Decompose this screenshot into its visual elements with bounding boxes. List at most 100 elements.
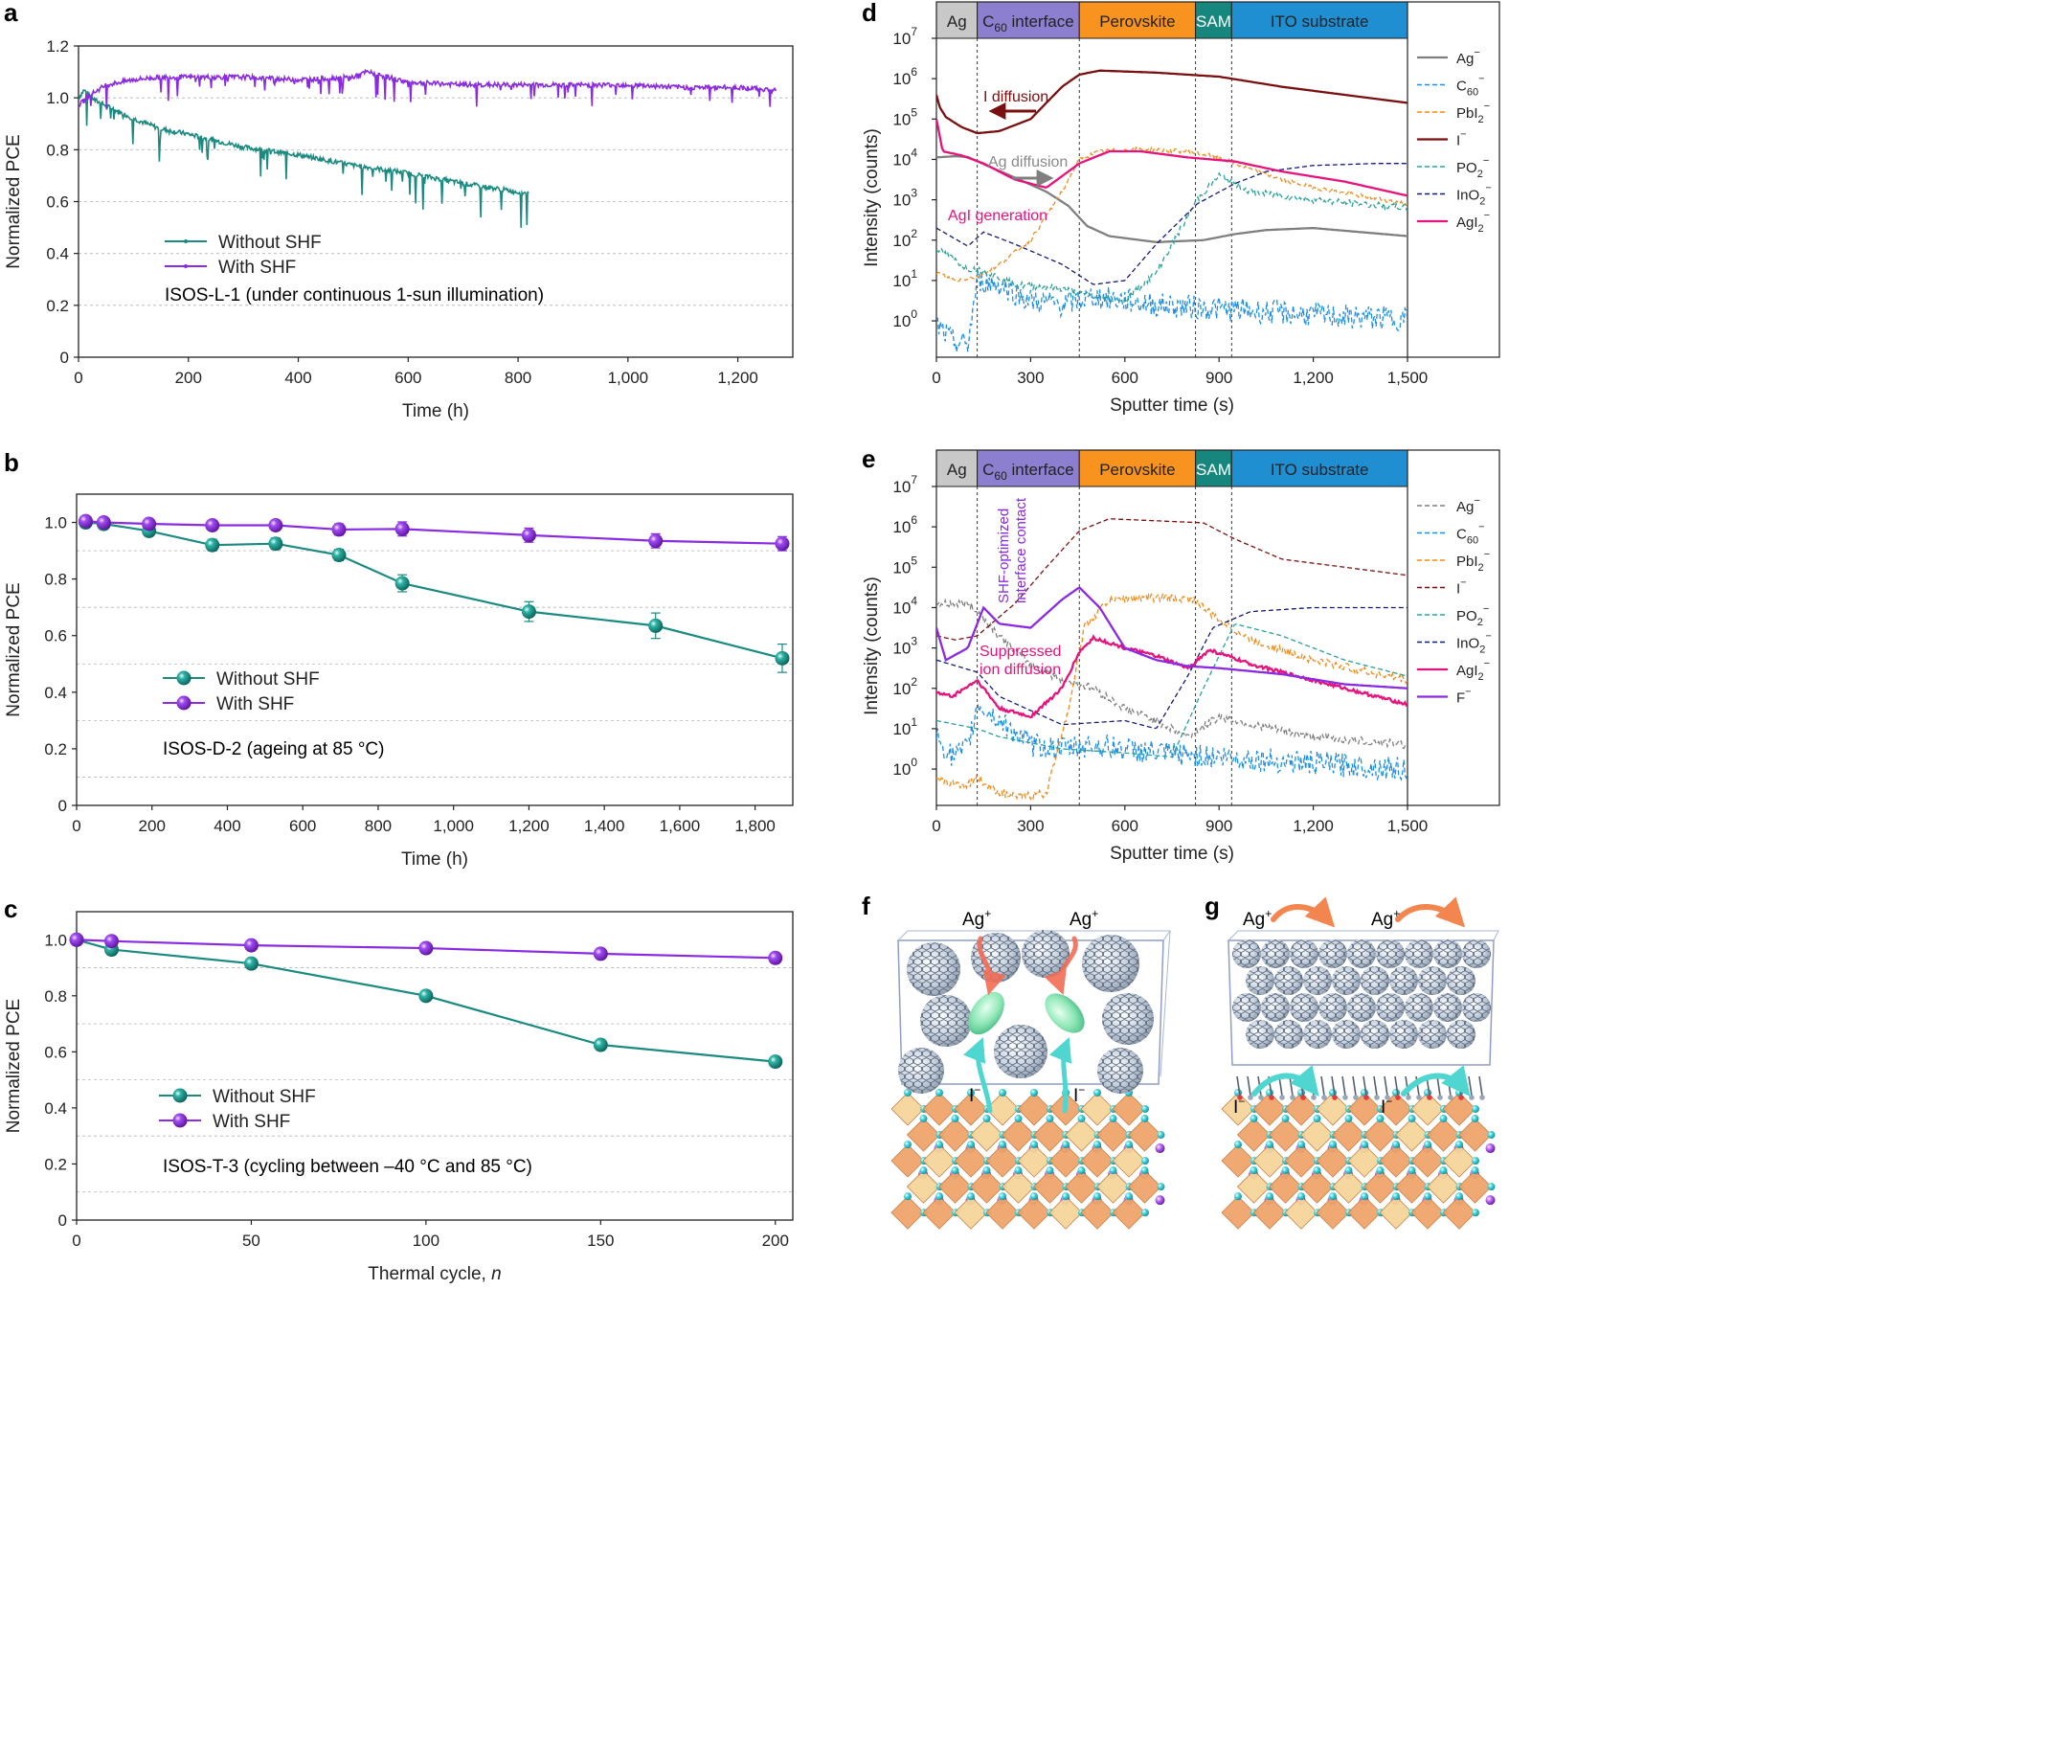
- legend-label: With SHF: [213, 1112, 290, 1132]
- legend-label: AgI2−: [1456, 658, 1490, 683]
- legend-label-main: InO: [1456, 636, 1479, 652]
- octahedron: [906, 1118, 941, 1152]
- c60-molecule-mesh: [1318, 939, 1347, 968]
- halide-atom: [1361, 1192, 1368, 1201]
- layer-label: C60 interface: [982, 461, 1074, 483]
- shf-atom: [1385, 1095, 1390, 1100]
- panel-label-b: b: [4, 448, 19, 477]
- octahedron: [1268, 1169, 1303, 1204]
- halide-atom: [1125, 1141, 1133, 1149]
- halide-atom: [1471, 1166, 1479, 1175]
- octahedron: [1426, 1169, 1461, 1204]
- data-point: [775, 650, 790, 666]
- octahedron: [1284, 1092, 1318, 1126]
- octahedron: [985, 1092, 1020, 1126]
- octahedron: [969, 1169, 1004, 1204]
- y-tick-exponent: 2: [911, 675, 917, 689]
- shf-chain: [1352, 1075, 1357, 1097]
- x-axis-label: Sputter time (s): [1110, 396, 1234, 416]
- legend-label: Ag−: [1456, 47, 1480, 67]
- legend: Without SHF With SHF: [165, 233, 322, 278]
- y-tick-label: 0: [58, 797, 67, 815]
- y-tick-exponent: 1: [911, 267, 917, 281]
- y-tick-exponent: 1: [911, 715, 917, 729]
- shf-atom: [1416, 1095, 1422, 1100]
- data-point: [268, 518, 283, 532]
- y-tick-label: 105: [892, 105, 917, 128]
- chart-b-annotation: ISOS-D-2 (ageing at 85 °C): [163, 739, 384, 759]
- halide-atom: [1030, 1192, 1038, 1201]
- halide-atom: [1297, 1141, 1305, 1149]
- c60-molecule-mesh: [1376, 939, 1405, 968]
- legend-label-sub: 2: [1478, 114, 1484, 125]
- panel-label-f: f: [862, 892, 870, 920]
- y-tick-label: 104: [892, 594, 917, 617]
- y-tick-exponent: 5: [911, 105, 917, 119]
- c60-molecule: [1022, 930, 1070, 978]
- halide-atom: [1062, 1192, 1070, 1201]
- c60-molecule: [907, 942, 960, 996]
- halide-atom: [1455, 1192, 1463, 1201]
- data-point: [521, 528, 536, 543]
- perovskite-lattice-g: [1221, 1089, 1496, 1230]
- data-point: [243, 938, 259, 953]
- ag-migration-arrow-f-1: [977, 936, 1006, 996]
- panel-label-a: a: [4, 0, 18, 27]
- ag-ion-label-f-2: Ag+: [1070, 907, 1098, 930]
- x-axis-label: Time (h): [402, 401, 469, 421]
- octahedron: [1236, 1118, 1272, 1152]
- y-tick-label: 104: [892, 146, 917, 169]
- y-tick-label: 0.6: [46, 193, 69, 212]
- chart-a-annotation: ISOS-L-1 (under continuous 1-sun illumin…: [165, 285, 544, 305]
- octahedron: [1394, 1118, 1430, 1152]
- c60-molecule: [898, 1048, 944, 1094]
- halide-atom: [1344, 1166, 1353, 1175]
- series-line: [78, 89, 529, 228]
- series-line: [85, 521, 783, 660]
- legend-label: C60−: [1456, 522, 1485, 547]
- y-tick-exponent: 7: [911, 25, 917, 38]
- halide-atom: [999, 1089, 1006, 1097]
- y-tick-label: 0.2: [44, 1155, 67, 1173]
- c60-molecule-mesh: [1389, 966, 1418, 995]
- legend-label: AgI2−: [1456, 210, 1490, 235]
- legend-label-main: I: [1456, 133, 1460, 149]
- series-line: [936, 163, 1408, 285]
- octahedron: [1394, 1169, 1430, 1204]
- c60-molecule-mesh: [1303, 966, 1332, 995]
- x-tick-label: 200: [175, 369, 202, 387]
- y-tick-exponent: 7: [911, 473, 917, 486]
- halide-atom: [1408, 1166, 1416, 1175]
- chart-a-plot: 0 200 400 600 800 1,000 1,200 0 0.2 0.4 0.6 0.8 1.0 1…: [4, 37, 794, 421]
- legend-label-sup: −: [1484, 549, 1490, 560]
- shf-atom: [1290, 1095, 1295, 1100]
- halide-atom: [1141, 1105, 1149, 1113]
- y-tick-exponent: 4: [911, 594, 917, 607]
- legend-label: InO2−: [1456, 183, 1492, 208]
- chart-d-annotation-ag-diffusion: Ag diffusion: [988, 154, 1068, 170]
- halide-atom: [1472, 1157, 1479, 1165]
- legend-label-sub: 2: [1479, 196, 1485, 208]
- c60-molecule-mesh: [1418, 966, 1447, 995]
- octahedron: [1080, 1195, 1115, 1230]
- halide-atom: [1313, 1166, 1321, 1175]
- data-point: [648, 533, 664, 549]
- halide-atom: [1014, 1115, 1023, 1123]
- halide-atom: [1093, 1141, 1101, 1149]
- octahedron: [1347, 1092, 1382, 1126]
- shf-chain: [1363, 1075, 1367, 1097]
- halide-atom: [1141, 1209, 1149, 1217]
- legend-label: PbI2−: [1456, 101, 1490, 125]
- y-tick-label: 102: [892, 227, 917, 250]
- legend-label-main: InO: [1456, 188, 1479, 204]
- legend-label-sup: −: [1483, 603, 1489, 615]
- x-tick-label: 300: [1017, 369, 1044, 387]
- data-point: [103, 934, 119, 949]
- halide-atom: [1487, 1131, 1496, 1140]
- shf-chain: [1436, 1075, 1441, 1097]
- legend-label-sub: 2: [1478, 671, 1484, 683]
- y-tick-label: 0: [60, 349, 69, 367]
- legend-label: PO2−: [1456, 603, 1489, 628]
- octahedron: [1426, 1118, 1461, 1152]
- x-tick-label: 600: [1112, 369, 1138, 387]
